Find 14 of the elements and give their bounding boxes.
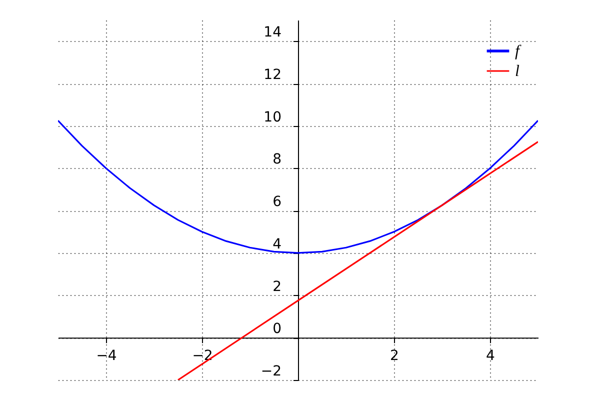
x-tick-label: 2: [390, 348, 399, 364]
y-tick-label: 14: [264, 24, 282, 41]
legend-label: f: [515, 43, 522, 60]
legend-label: l: [515, 63, 520, 80]
y-tick-label: 4: [272, 236, 282, 252]
y-tick-label: 8: [272, 152, 282, 168]
y-tick-label: −2: [260, 364, 282, 380]
y-tick-label: 6: [272, 194, 282, 210]
y-tick-label: 10: [264, 109, 282, 126]
y-tick-label: 12: [264, 67, 282, 84]
x-tick-label: 4: [486, 348, 496, 364]
x-tick-label: −4: [96, 348, 117, 364]
y-tick-label: 0: [272, 321, 282, 338]
y-tick-label: 2: [272, 278, 282, 295]
